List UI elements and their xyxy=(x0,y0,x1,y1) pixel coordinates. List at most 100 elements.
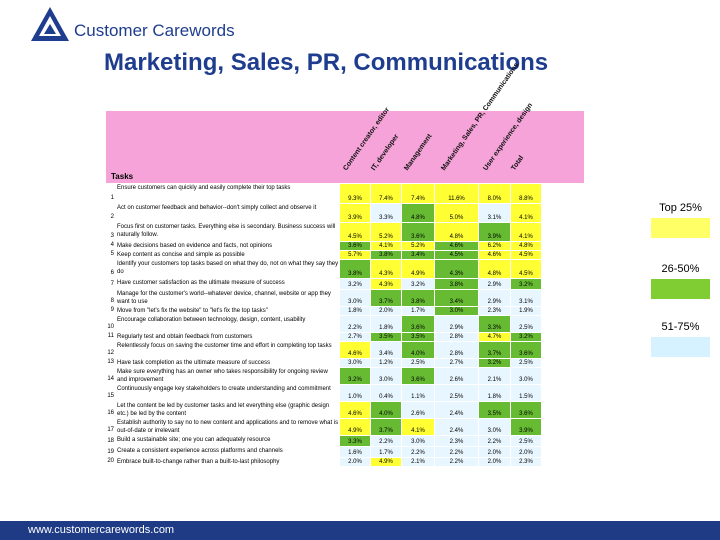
value-cell: 2.3% xyxy=(435,436,478,446)
value-cell: 3.2% xyxy=(479,359,510,367)
legend-label: Top 25% xyxy=(651,198,710,218)
value-cell: 2.7% xyxy=(435,359,478,367)
task-text: Embrace built-to-change rather than a bu… xyxy=(117,459,280,465)
value-cell: 4.5% xyxy=(340,223,370,241)
value-cell: 2.1% xyxy=(402,458,434,466)
value-cell: 3.3% xyxy=(340,436,370,446)
value-cell: 5.7% xyxy=(340,251,370,259)
value-cell: 2.2% xyxy=(435,447,478,457)
value-cell: 1.8% xyxy=(371,316,401,332)
task-text: Make sure everything has an owner who ta… xyxy=(117,369,328,383)
value-cell: 4.3% xyxy=(371,279,401,289)
value-cell: 2.4% xyxy=(435,419,478,435)
value-cell: 4.1% xyxy=(371,242,401,250)
row-number: 12 xyxy=(107,350,114,356)
row-number: 11 xyxy=(107,333,114,339)
task-text: Relentlessly focus on saving the custome… xyxy=(117,343,332,349)
value-cell: 3.0% xyxy=(435,307,478,315)
value-cell: 3.0% xyxy=(479,419,510,435)
task-text: Keep content as concise and simple as po… xyxy=(117,252,245,258)
task-text: Identify your customers top tasks based … xyxy=(117,261,339,275)
value-cell: 4.1% xyxy=(511,223,541,241)
row-number: 13 xyxy=(107,359,114,365)
value-cell: 3.2% xyxy=(402,279,434,289)
footer-bar xyxy=(0,521,720,540)
value-cell: 3.4% xyxy=(402,251,434,259)
tasks-column-header: Tasks xyxy=(111,172,134,181)
value-cell: 2.3% xyxy=(479,307,510,315)
row-number: 19 xyxy=(107,449,114,455)
table-row: 14 Make sure everything has an owner who … xyxy=(106,368,584,384)
value-cell: 2.2% xyxy=(479,436,510,446)
value-cell: 8.0% xyxy=(479,184,510,203)
value-cell: 2.4% xyxy=(435,402,478,418)
value-cell: 1.8% xyxy=(340,307,370,315)
value-cell: 2.0% xyxy=(371,307,401,315)
row-number: 3 xyxy=(110,233,114,239)
task-text: Regularly test and obtain feedback from … xyxy=(117,334,253,340)
table-row: 9 Move from "let's fix the website" to "l… xyxy=(106,307,584,315)
value-cell: 2.5% xyxy=(402,359,434,367)
value-cell: 3.9% xyxy=(511,419,541,435)
legend-swatch xyxy=(651,337,710,357)
value-cell: 2.6% xyxy=(435,368,478,384)
task-text: Have customer satisfaction as the ultima… xyxy=(117,280,285,286)
legend-swatch xyxy=(651,279,710,299)
table-row: 8 Manage for the customer's world--whatev… xyxy=(106,290,584,306)
value-cell: 1.6% xyxy=(340,447,370,457)
task-text: Act on customer feedback and behavior--d… xyxy=(117,205,317,211)
table-row: 2 Act on customer feedback and behavior--… xyxy=(106,204,584,222)
value-cell: 2.8% xyxy=(435,342,478,358)
value-cell: 3.5% xyxy=(479,402,510,418)
table-row: 4 Make decisions based on evidence and fa… xyxy=(106,242,584,250)
value-cell: 2.1% xyxy=(479,368,510,384)
value-cell: 5.0% xyxy=(435,204,478,222)
row-number: 1 xyxy=(110,195,114,201)
value-cell: 4.3% xyxy=(371,260,401,278)
value-cell: 1.9% xyxy=(511,307,541,315)
value-cell: 4.8% xyxy=(511,242,541,250)
row-number: 9 xyxy=(110,307,114,313)
table-row: 6 Identify your customers top tasks based… xyxy=(106,260,584,278)
value-cell: 4.7% xyxy=(479,333,510,341)
value-cell: 3.7% xyxy=(371,290,401,306)
value-cell: 2.7% xyxy=(340,333,370,341)
value-cell: 4.8% xyxy=(479,260,510,278)
value-cell: 3.2% xyxy=(511,333,541,341)
value-cell: 3.6% xyxy=(511,402,541,418)
value-cell: 8.8% xyxy=(511,184,541,203)
value-cell: 4.0% xyxy=(371,402,401,418)
value-cell: 4.8% xyxy=(435,223,478,241)
value-cell: 1.0% xyxy=(340,385,370,401)
value-cell: 1.1% xyxy=(402,385,434,401)
task-text: Ensure customers can quickly and easily … xyxy=(117,185,291,191)
value-cell: 3.6% xyxy=(402,223,434,241)
value-cell: 2.3% xyxy=(511,458,541,466)
value-cell: 4.0% xyxy=(402,342,434,358)
value-cell: 2.9% xyxy=(479,290,510,306)
value-cell: 4.5% xyxy=(435,251,478,259)
task-text: Make decisions based on evidence and fac… xyxy=(117,243,273,249)
value-cell: 2.2% xyxy=(435,458,478,466)
row-number: 10 xyxy=(107,324,114,330)
row-number: 5 xyxy=(110,251,114,257)
task-text: Have task completion as the ultimate mea… xyxy=(117,360,271,366)
value-cell: 2.2% xyxy=(402,447,434,457)
table-row: 13 Have task completion as the ultimate m… xyxy=(106,359,584,367)
value-cell: 2.0% xyxy=(479,458,510,466)
value-cell: 3.9% xyxy=(340,204,370,222)
value-cell: 4.9% xyxy=(402,260,434,278)
value-cell: 3.0% xyxy=(402,436,434,446)
row-number: 18 xyxy=(107,438,114,444)
value-cell: 3.4% xyxy=(371,342,401,358)
value-cell: 3.0% xyxy=(371,368,401,384)
row-number: 14 xyxy=(107,376,114,382)
value-cell: 3.1% xyxy=(479,204,510,222)
value-cell: 7.4% xyxy=(402,184,434,203)
value-cell: 1.5% xyxy=(511,385,541,401)
legend-swatch xyxy=(651,218,710,238)
value-cell: 3.6% xyxy=(340,242,370,250)
value-cell: 3.8% xyxy=(435,279,478,289)
value-cell: 0.4% xyxy=(371,385,401,401)
value-cell: 3.2% xyxy=(340,368,370,384)
